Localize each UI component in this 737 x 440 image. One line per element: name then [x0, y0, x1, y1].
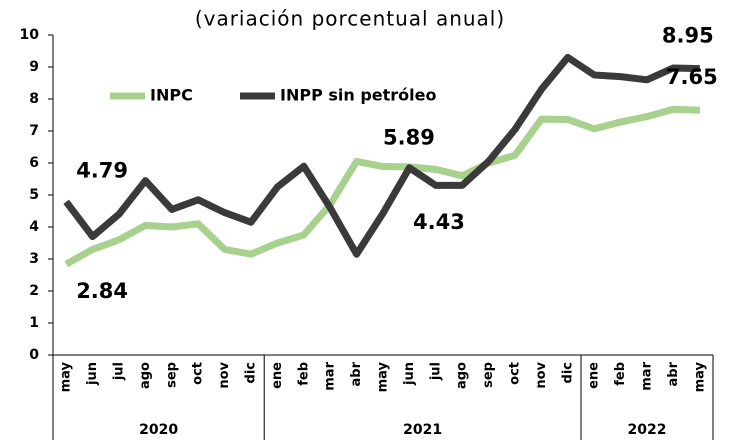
y-tick-label: 2: [29, 283, 39, 299]
data-label: 4.79: [76, 159, 128, 183]
y-tick-label: 7: [29, 123, 39, 139]
x-tick-label: feb: [296, 362, 311, 386]
x-tick-label: sep: [164, 362, 179, 388]
series-line: [64, 105, 700, 268]
x-tick-label: abr: [349, 361, 364, 386]
data-label: 4.43: [413, 210, 465, 234]
x-tick-label: ago: [455, 362, 470, 389]
y-tick-label: 3: [29, 251, 39, 267]
x-tick-label: jun: [85, 362, 100, 386]
x-tick-label: nov: [217, 361, 232, 388]
y-tick-label: 5: [29, 187, 39, 203]
x-tick-label: jul: [112, 362, 127, 381]
data-label: 7.65: [666, 65, 718, 89]
x-tick-label: dic: [560, 362, 575, 383]
x-tick-label: ago: [138, 362, 153, 389]
x-tick-label: dic: [244, 362, 259, 383]
chart-title: (variación porcentual anual): [195, 7, 505, 31]
y-tick-label: 0: [29, 347, 39, 363]
year-label: 2021: [403, 422, 442, 438]
x-tick-label: abr: [666, 361, 681, 386]
legend-label: INPC: [150, 86, 193, 105]
data-label: 2.84: [76, 279, 128, 303]
y-tick-label: 1: [29, 315, 39, 331]
x-tick-label: may: [376, 361, 391, 392]
year-label: 2022: [628, 422, 667, 438]
data-label: 5.89: [383, 126, 435, 150]
x-tick-label: ene: [587, 362, 602, 389]
y-tick-label: 6: [29, 155, 39, 171]
year-label: 2020: [139, 422, 178, 438]
x-tick-label: nov: [534, 361, 549, 388]
y-tick-label: 9: [29, 59, 39, 75]
x-tick-label: ene: [270, 362, 285, 389]
x-tick-label: jul: [428, 362, 443, 381]
y-tick-label: 10: [20, 27, 40, 43]
series-line: [63, 53, 700, 258]
y-tick-label: 4: [29, 219, 39, 235]
data-label: 8.95: [662, 24, 714, 48]
x-tick-label: may: [692, 361, 707, 392]
x-tick-label: feb: [613, 362, 628, 386]
x-tick-label: oct: [508, 362, 523, 385]
x-tick-label: mar: [640, 361, 655, 390]
x-tick-label: sep: [481, 362, 496, 388]
y-tick-label: 8: [29, 91, 39, 107]
legend-label: INPP sin petróleo: [280, 86, 437, 105]
x-tick-label: oct: [191, 362, 206, 385]
x-tick-label: jun: [402, 362, 417, 386]
x-tick-label: mar: [323, 361, 338, 390]
x-tick-label: may: [59, 361, 74, 392]
